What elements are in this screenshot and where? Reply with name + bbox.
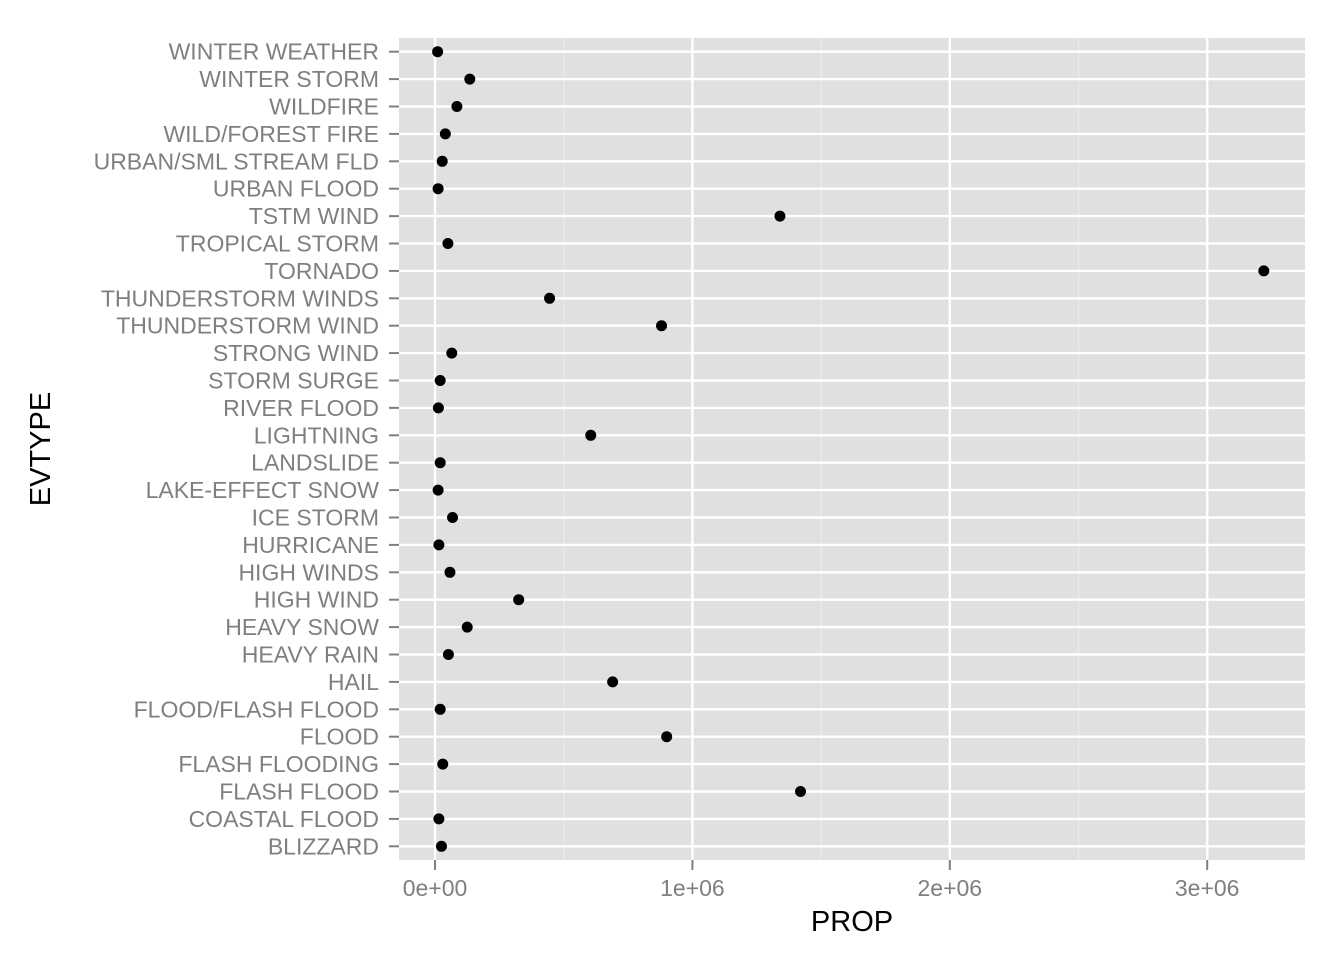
plot-panel [399,38,1305,860]
data-point [433,813,445,825]
x-tick-label: 0e+00 [403,875,468,901]
x-tick-label: 1e+06 [660,875,725,901]
data-point [607,676,619,688]
y-tick-label: THUNDERSTORM WINDS [101,285,379,311]
data-point [774,210,786,222]
data-point [439,128,451,140]
y-tick-label: TROPICAL STORM [176,231,379,257]
data-point [432,183,444,195]
y-tick-label: HEAVY SNOW [225,614,379,640]
data-point [661,731,673,743]
y-tick-label: ICE STORM [252,505,379,531]
y-tick-label: URBAN/SML STREAM FLD [94,148,379,174]
data-point [461,621,473,633]
data-point [437,758,449,770]
data-point [442,238,454,249]
data-point [656,320,668,332]
x-tick-label: 3e+06 [1175,875,1240,901]
y-tick-label: HURRICANE [242,532,379,558]
y-tick-label: HIGH WINDS [238,559,379,585]
y-tick-label: COASTAL FLOOD [189,806,379,832]
data-point [434,375,446,386]
data-point [436,155,448,167]
y-tick-label: BLIZZARD [268,833,379,859]
y-tick-label: LAKE-EFFECT SNOW [146,477,380,503]
y-tick-label: FLASH FLOOD [219,779,379,805]
major-grid [399,38,1305,860]
data-point [432,484,444,496]
data-point [464,73,476,85]
y-tick-label: TORNADO [264,258,379,284]
data-point [434,457,446,469]
data-point [432,46,444,58]
y-tick-label: TSTM WIND [249,203,379,229]
data-point [544,292,556,304]
data-point [585,429,597,441]
data-point [446,347,458,359]
y-tick-label: FLOOD [300,724,379,750]
y-tick-label: FLOOD/FLASH FLOOD [134,696,379,722]
data-point [432,402,444,414]
data-point [433,539,445,551]
y-tick-label: THUNDERSTORM WIND [116,313,379,339]
y-tick-label: LIGHTNING [254,422,379,448]
y-tick-label: HAIL [328,669,379,695]
data-point [435,840,447,852]
x-axis: 0e+00 1e+06 2e+06 3e+06 [403,860,1240,901]
y-tick-label: STRONG WIND [213,340,379,366]
data-point [513,594,525,606]
data-point [447,512,459,523]
y-tick-label: HEAVY RAIN [242,642,379,668]
data-point [451,101,463,112]
y-tick-label: WINTER WEATHER [169,39,379,65]
minor-grid [563,38,1080,860]
data-points [432,46,1270,852]
y-tick-label: LANDSLIDE [251,450,379,476]
data-point [795,786,807,797]
data-point [1258,265,1270,277]
y-tick-label: FLASH FLOODING [178,751,379,777]
y-tick-label: STORM SURGE [208,368,379,394]
data-point [444,566,456,578]
x-tick-label: 2e+06 [918,875,983,901]
data-point [442,649,454,660]
y-tick-label: HIGH WIND [254,587,379,613]
y-tick-label: WILD/FOREST FIRE [163,121,379,147]
data-point [434,703,446,715]
y-tick-label: WILDFIRE [269,94,379,120]
y-tick-label: URBAN FLOOD [213,176,379,202]
y-tick-label: WINTER STORM [199,66,379,92]
x-axis-title: PROP [811,906,893,938]
y-axis-title: EVTYPE [25,392,57,506]
y-tick-label: RIVER FLOOD [223,395,379,421]
